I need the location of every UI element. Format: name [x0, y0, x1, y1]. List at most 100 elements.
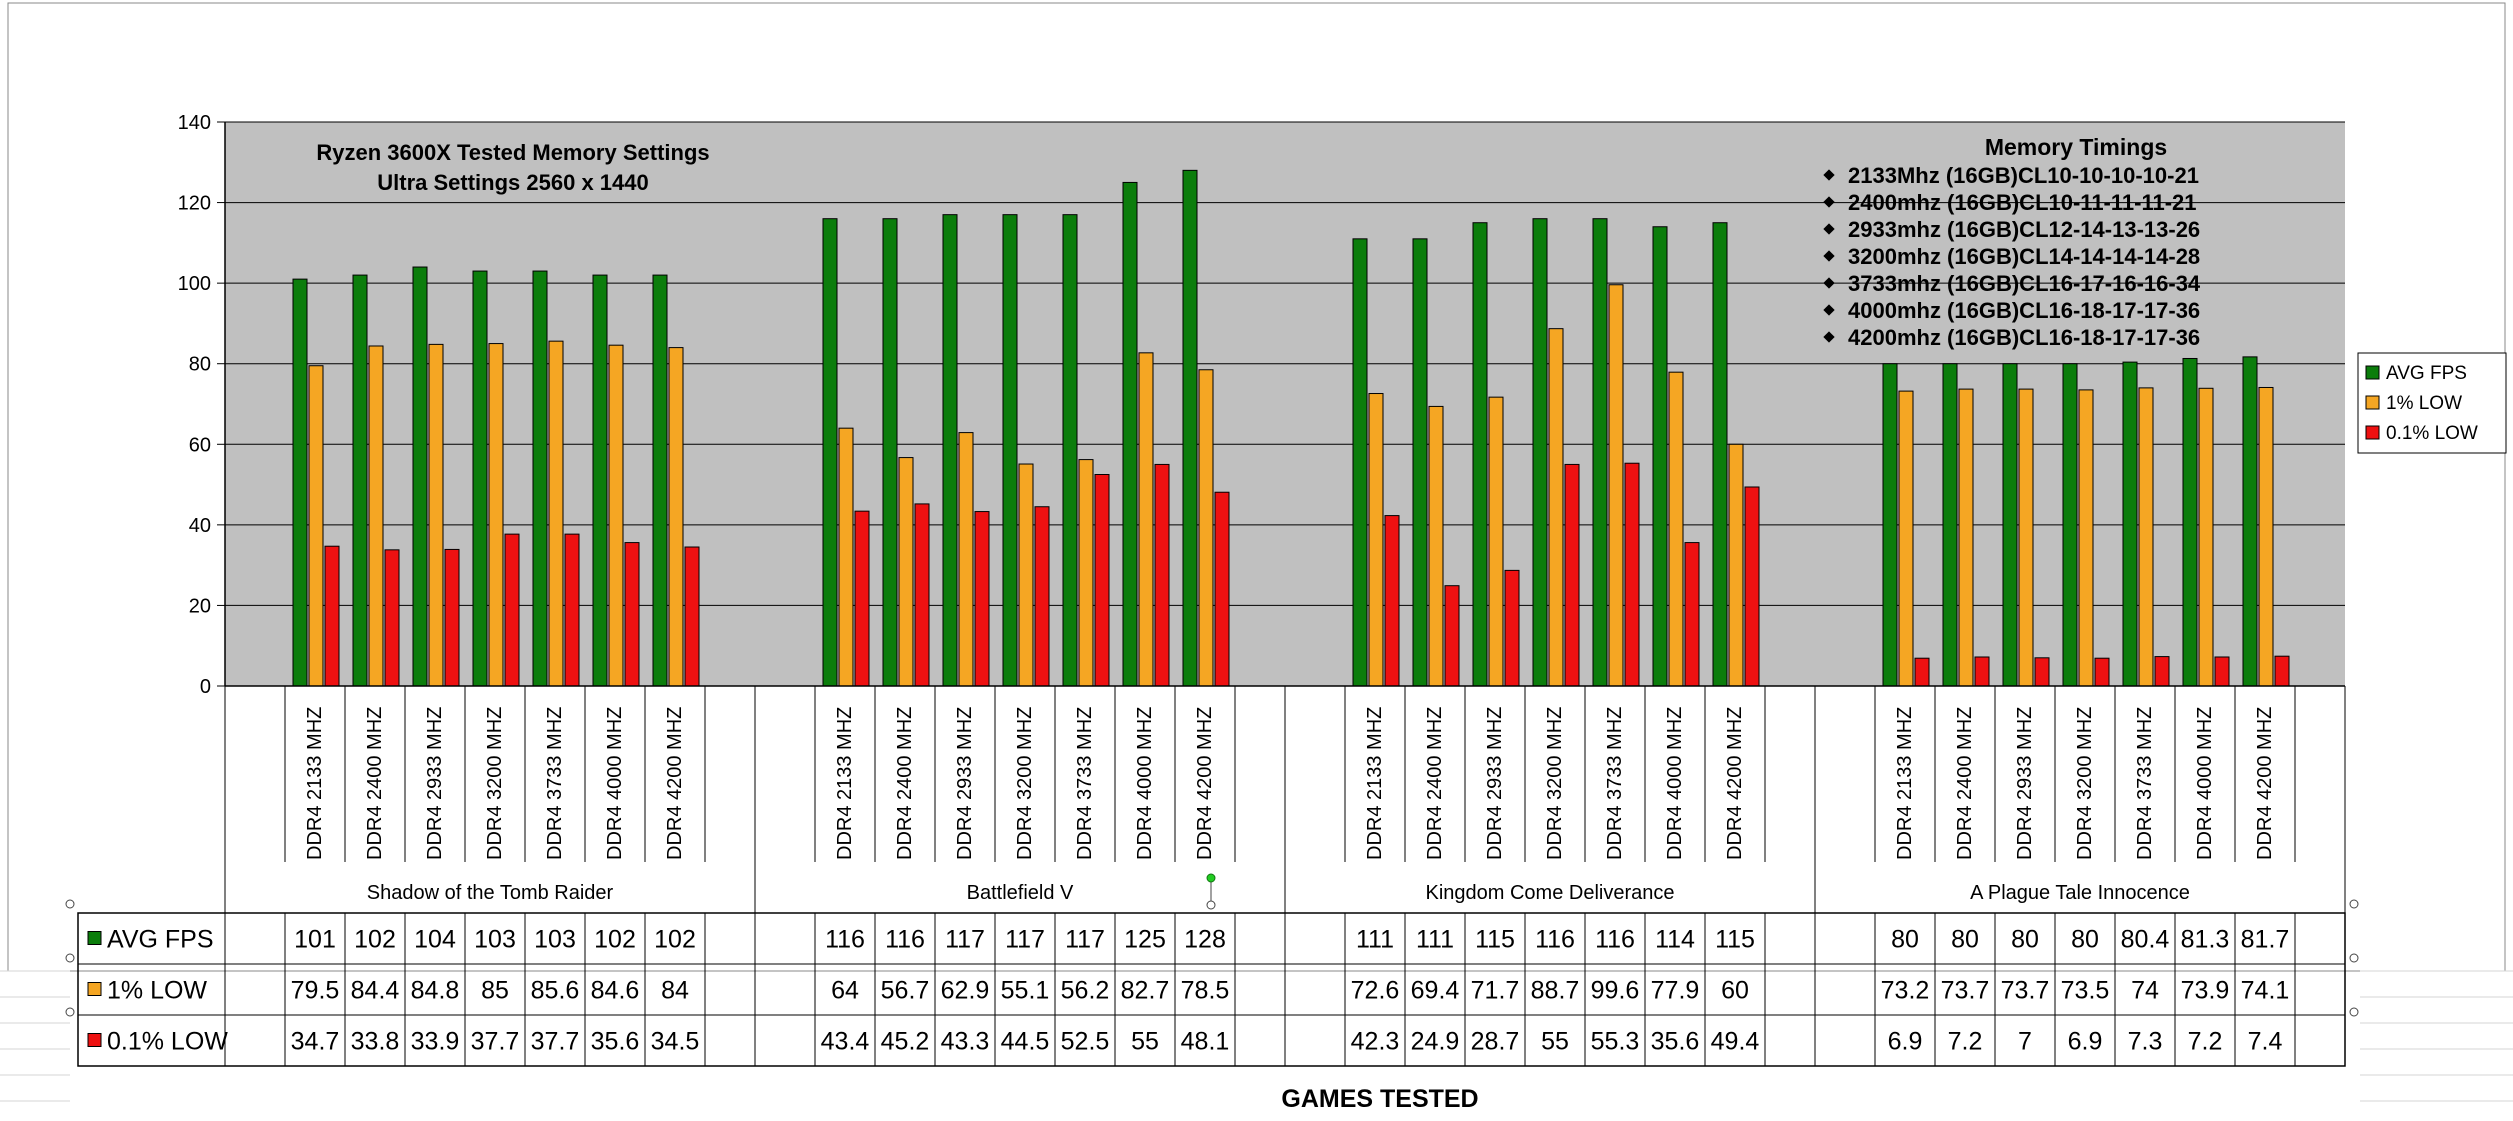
table-cell: 72.6	[1351, 977, 1400, 1005]
category-label: DDR4 2933 MHZ	[2014, 707, 2036, 860]
table-cell: 116	[1535, 926, 1575, 954]
bar	[504, 533, 520, 687]
category-label: DDR4 2400 MHZ	[1424, 707, 1446, 860]
table-cell: 34.7	[291, 1028, 340, 1056]
bar	[2078, 389, 2094, 687]
legend-box	[2357, 352, 2507, 454]
bar	[292, 278, 308, 687]
bar	[2182, 357, 2198, 687]
bar	[974, 511, 990, 687]
table-cell: 56.2	[1061, 977, 1110, 1005]
table-cell: 102	[594, 926, 636, 954]
table-cell: 117	[945, 926, 985, 954]
table-cell: 7.2	[2188, 1028, 2223, 1056]
bar	[1564, 463, 1580, 687]
table-row-header: 0.1% LOW	[107, 1028, 228, 1056]
bullet-icon	[1823, 277, 1835, 289]
table-cell: 114	[1655, 926, 1695, 954]
bar	[1668, 371, 1684, 687]
bar	[668, 347, 684, 687]
legend-swatch	[2365, 395, 2380, 410]
annotation-line: 2933mhz (16GB)CL12-14-13-13-26	[1848, 217, 2200, 242]
bar	[1154, 463, 1170, 687]
bar	[1384, 515, 1400, 687]
table-cell: 64	[831, 977, 859, 1005]
table-cell: 35.6	[591, 1028, 640, 1056]
bar	[1214, 491, 1230, 687]
table-cell: 88.7	[1531, 977, 1580, 1005]
category-label: DDR4 2133 MHZ	[1364, 707, 1386, 860]
category-label: DDR4 3200 MHZ	[1014, 707, 1036, 860]
x-axis-title: GAMES TESTED	[1281, 1085, 1478, 1113]
table-cell: 6.9	[1888, 1028, 1923, 1056]
category-label: DDR4 3733 MHZ	[1074, 707, 1096, 860]
table-cell: 43.4	[821, 1028, 870, 1056]
legend-label: 0.1% LOW	[2386, 423, 2478, 444]
table-cell: 78.5	[1181, 977, 1230, 1005]
table-legend-swatch	[87, 931, 102, 945]
table-cell: 34.5	[651, 1028, 700, 1056]
table-cell: 102	[354, 926, 396, 954]
bar	[1504, 569, 1520, 687]
bar	[1532, 218, 1548, 687]
table-cell: 117	[1005, 926, 1045, 954]
table-cell: 33.9	[411, 1028, 460, 1056]
bar	[2214, 656, 2230, 687]
bar	[1078, 459, 1094, 687]
category-label: DDR4 4000 MHZ	[1134, 707, 1156, 860]
bar	[2018, 388, 2034, 687]
legend-label: 1% LOW	[2386, 393, 2462, 414]
annotation-line: 3200mhz (16GB)CL14-14-14-14-28	[1848, 244, 2200, 269]
bar	[1138, 352, 1154, 687]
category-label: DDR4 2933 MHZ	[954, 707, 976, 860]
category-label: DDR4 4200 MHZ	[1194, 707, 1216, 860]
bar	[2034, 657, 2050, 687]
bar	[1122, 181, 1138, 687]
annotation-line: 2133Mhz (16GB)CL10-10-10-10-21	[1848, 163, 2199, 188]
bar	[684, 546, 700, 687]
table-cell: 37.7	[471, 1028, 520, 1056]
table-cell: 116	[885, 926, 925, 954]
category-label: DDR4 4200 MHZ	[2254, 707, 2276, 860]
bar	[548, 340, 564, 687]
table-cell: 6.9	[2068, 1028, 2103, 1056]
table-cell: 116	[825, 926, 865, 954]
table-cell: 35.6	[1651, 1028, 1700, 1056]
category-label: DDR4 3200 MHZ	[484, 707, 506, 860]
selection-handle	[2349, 899, 2359, 909]
category-label: DDR4 4000 MHZ	[2194, 707, 2216, 860]
bar	[1608, 284, 1624, 687]
bar	[882, 218, 898, 687]
annotation-line: 2400mhz (16GB)CL10-11-11-11-21	[1848, 190, 2197, 215]
bar	[428, 343, 444, 687]
bar	[1942, 363, 1958, 687]
category-label: DDR4 4000 MHZ	[604, 707, 626, 860]
table-cell: 7.2	[1948, 1028, 1983, 1056]
chart-title: Ryzen 3600X Tested Memory Settings	[316, 140, 709, 165]
table-cell: 73.7	[2001, 977, 2050, 1005]
bar	[1914, 657, 1930, 687]
bar	[444, 548, 460, 687]
bullet-icon	[1823, 304, 1835, 316]
category-label: DDR4 2400 MHZ	[1954, 707, 1976, 860]
bar	[1412, 238, 1428, 687]
group-label: A Plague Tale Innocence	[1970, 882, 2190, 904]
table-cell: 33.8	[351, 1028, 400, 1056]
bar	[838, 427, 854, 687]
table-cell: 81.7	[2241, 926, 2290, 954]
group-label: Kingdom Come Deliverance	[1425, 882, 1674, 904]
bar	[1488, 396, 1504, 687]
table-cell: 85.6	[531, 977, 580, 1005]
table-cell: 73.2	[1881, 977, 1930, 1005]
table-cell: 111	[1356, 926, 1394, 954]
table-cell: 44.5	[1001, 1028, 1050, 1056]
bar	[1898, 390, 1914, 687]
annotation-line: 3733mhz (16GB)CL16-17-16-16-34	[1848, 271, 2201, 296]
bar	[914, 503, 930, 687]
table-cell: 104	[414, 926, 456, 954]
bullet-icon	[1823, 223, 1835, 235]
bar	[2002, 363, 2018, 687]
table-cell: 85	[481, 977, 509, 1005]
bar	[532, 270, 548, 687]
